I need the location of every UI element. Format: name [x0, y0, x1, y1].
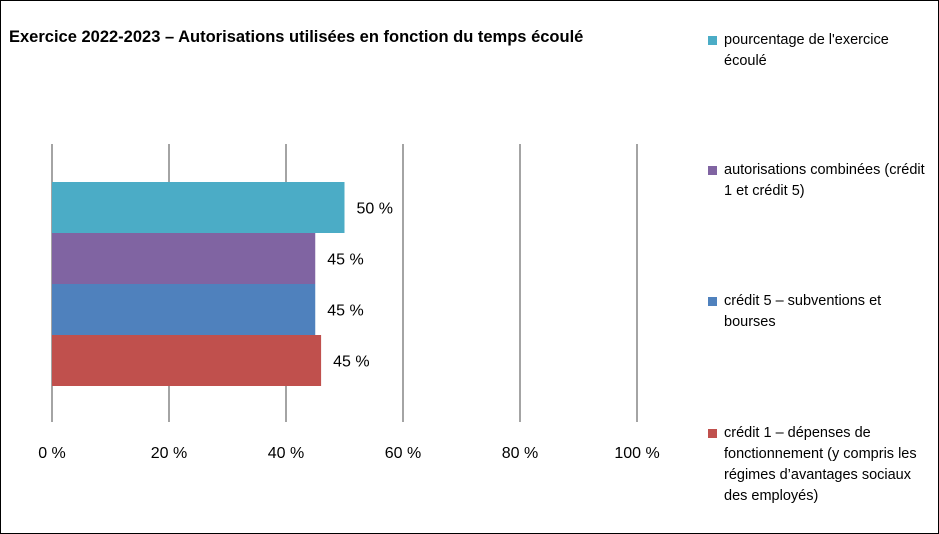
legend-swatch-3 — [708, 297, 717, 306]
x-tick-label-60: 60 % — [385, 445, 421, 462]
bar-3 — [52, 284, 316, 335]
bar-4 — [52, 335, 322, 386]
data-label-3: 45 % — [327, 303, 363, 320]
x-tick-label-0: 0 % — [38, 445, 66, 462]
x-tick-label-40: 40 % — [268, 445, 304, 462]
bars — [52, 182, 345, 386]
data-labels: 50 % 45 % 45 % 45 % — [327, 201, 393, 371]
x-tick-label-100: 100 % — [614, 445, 659, 462]
data-label-4: 45 % — [333, 354, 369, 371]
x-tick-labels: 0 % 20 % 40 % 60 % 80 % 100 % — [38, 445, 659, 462]
bar-1 — [52, 182, 345, 233]
legend-label-2: autorisations combinées (crédit 1 et cré… — [724, 162, 925, 199]
x-tick-label-80: 80 % — [502, 445, 538, 462]
data-label-1: 50 % — [357, 201, 393, 218]
legend-label-1: pourcentage de l'exercice écoulé — [724, 32, 889, 69]
legend-label-3: crédit 5 – subventions et bourses — [724, 293, 882, 330]
legend-swatch-4 — [708, 429, 717, 438]
x-tick-label-20: 20 % — [151, 445, 187, 462]
legend-swatch-1 — [708, 36, 717, 45]
bar-2 — [52, 233, 316, 284]
data-label-2: 45 % — [327, 252, 363, 269]
legend-swatch-2 — [708, 166, 717, 175]
chart-title: Exercice 2022-2023 – Autorisations utili… — [9, 28, 584, 46]
legend-label-4: crédit 1 – dépenses de fonctionnement (y… — [724, 425, 917, 504]
